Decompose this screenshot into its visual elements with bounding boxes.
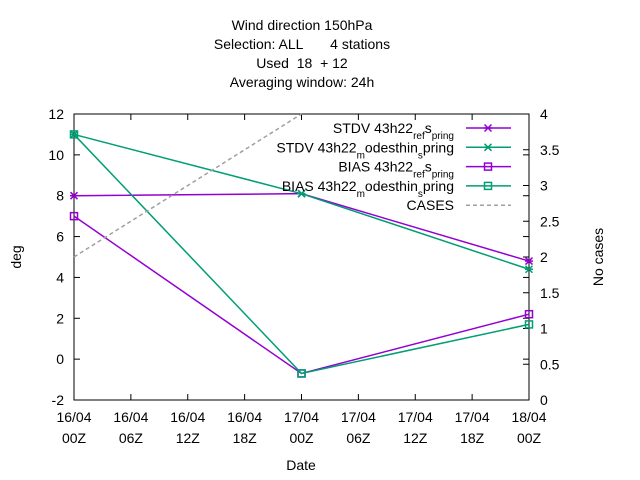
legend-label-part: odesthin bbox=[365, 178, 418, 194]
x-tick-label: 18/04 00Z bbox=[511, 409, 546, 446]
data-point bbox=[524, 320, 534, 329]
x-tick-label-date: 16/04 bbox=[113, 409, 148, 425]
title-line-4: Averaging window: 24h bbox=[229, 74, 375, 90]
legend-label-part: BIAS 43h22 bbox=[338, 159, 413, 175]
title-line-2: Selection: ALL 4 stations bbox=[213, 36, 391, 52]
legend-label-part: STDV 43h22 bbox=[333, 120, 413, 136]
legend-label-part: pring bbox=[423, 178, 454, 194]
series-line bbox=[73, 113, 302, 258]
legend-label-part: pring bbox=[423, 139, 454, 155]
legend-label: STDV 43h22refspring bbox=[333, 120, 454, 142]
legend-marker bbox=[483, 181, 493, 191]
y-tick-label: -2 bbox=[52, 392, 65, 408]
x-tick-label: 17/04 00Z bbox=[284, 409, 319, 446]
data-point bbox=[69, 130, 79, 139]
series-line bbox=[73, 215, 530, 375]
y2-tick-label: 2.5 bbox=[540, 213, 560, 229]
legend-label-part: m bbox=[357, 150, 365, 161]
x-tick-label: 16/04 06Z bbox=[113, 409, 148, 446]
x-tick-label-date: 17/04 bbox=[341, 409, 376, 425]
legend-label-part: m bbox=[357, 188, 365, 199]
chart-title: Wind direction 150hPa Selection: ALL 4 s… bbox=[0, 16, 604, 92]
x-tick-label-time: 06Z bbox=[119, 430, 144, 446]
x-tick-label-time: 00Z bbox=[62, 430, 87, 446]
y-tick-label: 12 bbox=[48, 106, 64, 122]
legend-label-part: BIAS 43h22 bbox=[282, 178, 357, 194]
x-tick-label: 17/04 18Z bbox=[455, 409, 490, 446]
y2-tick-label: 0 bbox=[540, 392, 548, 408]
x-tick-label-time: 18Z bbox=[233, 430, 258, 446]
x-tick-label: 16/04 00Z bbox=[56, 409, 91, 446]
legend-label-part: STDV 43h22 bbox=[276, 139, 356, 155]
data-point bbox=[297, 369, 306, 378]
y2-tick-label: 2 bbox=[540, 249, 548, 265]
legend-marker bbox=[483, 162, 493, 171]
y2-tick-label: 4 bbox=[540, 106, 548, 122]
data-point bbox=[69, 211, 79, 221]
x-tick-label-time: 00Z bbox=[517, 430, 542, 446]
x-tick-label-date: 17/04 bbox=[455, 409, 490, 425]
title-line-3: Used 18 + 12 bbox=[256, 55, 348, 71]
y2-axis-label: No cases bbox=[590, 228, 606, 286]
legend-label-part: s bbox=[418, 150, 423, 161]
y-tick-label: 2 bbox=[56, 310, 64, 326]
legend-label: BIAS 43h22refspring bbox=[338, 159, 454, 181]
legend-label-part: odesthin bbox=[365, 139, 418, 155]
x-tick-label-date: 18/04 bbox=[511, 409, 546, 425]
x-tick-label-date: 16/04 bbox=[56, 409, 91, 425]
y-tick-label: 10 bbox=[48, 147, 64, 163]
legend-label-part: pring bbox=[432, 131, 454, 142]
x-tick-label-time: 12Z bbox=[403, 430, 428, 446]
y-axis-label: deg bbox=[8, 245, 24, 268]
legend-label-part: ref bbox=[413, 131, 425, 142]
x-tick-label-date: 16/04 bbox=[227, 409, 262, 425]
legend-label: BIAS 43h22modesthinspring bbox=[282, 178, 454, 200]
x-tick-label-date: 17/04 bbox=[284, 409, 319, 425]
legend-label-part: ref bbox=[413, 169, 425, 180]
legend-label-part: s bbox=[425, 159, 432, 175]
y-tick-label: 8 bbox=[56, 188, 64, 204]
x-tick-label: 17/04 12Z bbox=[398, 409, 433, 446]
series-3 bbox=[69, 130, 534, 378]
title-line-1: Wind direction 150hPa bbox=[231, 17, 373, 33]
y2-tick-label: 3.5 bbox=[540, 142, 560, 158]
x-tick-label-date: 16/04 bbox=[170, 409, 205, 425]
y2-tick-label: 1.5 bbox=[540, 285, 560, 301]
x-tick-label-time: 12Z bbox=[176, 430, 201, 446]
data-point bbox=[524, 309, 534, 319]
x-tick-label: 16/04 18Z bbox=[227, 409, 262, 446]
series-4 bbox=[73, 113, 302, 258]
legend-label-part: pring bbox=[432, 169, 454, 180]
legend-label: CASES bbox=[407, 197, 454, 213]
x-axis-label: Date bbox=[286, 457, 316, 473]
x-tick-label: 17/04 06Z bbox=[341, 409, 376, 446]
x-tick-label-time: 06Z bbox=[346, 430, 371, 446]
y2-tick-label: 0.5 bbox=[540, 356, 560, 372]
legend-label-part: s bbox=[418, 188, 423, 199]
x-tick-label-date: 17/04 bbox=[398, 409, 433, 425]
y-tick-label: 0 bbox=[56, 351, 64, 367]
series-line bbox=[73, 133, 530, 375]
y2-tick-label: 3 bbox=[540, 178, 548, 194]
y-tick-label: 4 bbox=[56, 269, 64, 285]
plot-frame bbox=[73, 113, 530, 401]
x-tick-label-time: 18Z bbox=[460, 430, 485, 446]
x-tick-label-time: 00Z bbox=[289, 430, 314, 446]
series-0 bbox=[69, 189, 534, 266]
series-2 bbox=[69, 211, 534, 378]
x-tick-label: 16/04 12Z bbox=[170, 409, 205, 446]
series-line bbox=[73, 192, 530, 262]
legend-label-part: s bbox=[425, 120, 432, 136]
y-tick-label: 6 bbox=[56, 229, 64, 245]
y2-tick-label: 1 bbox=[540, 321, 548, 337]
legend-label: STDV 43h22modesthinspring bbox=[276, 139, 454, 161]
